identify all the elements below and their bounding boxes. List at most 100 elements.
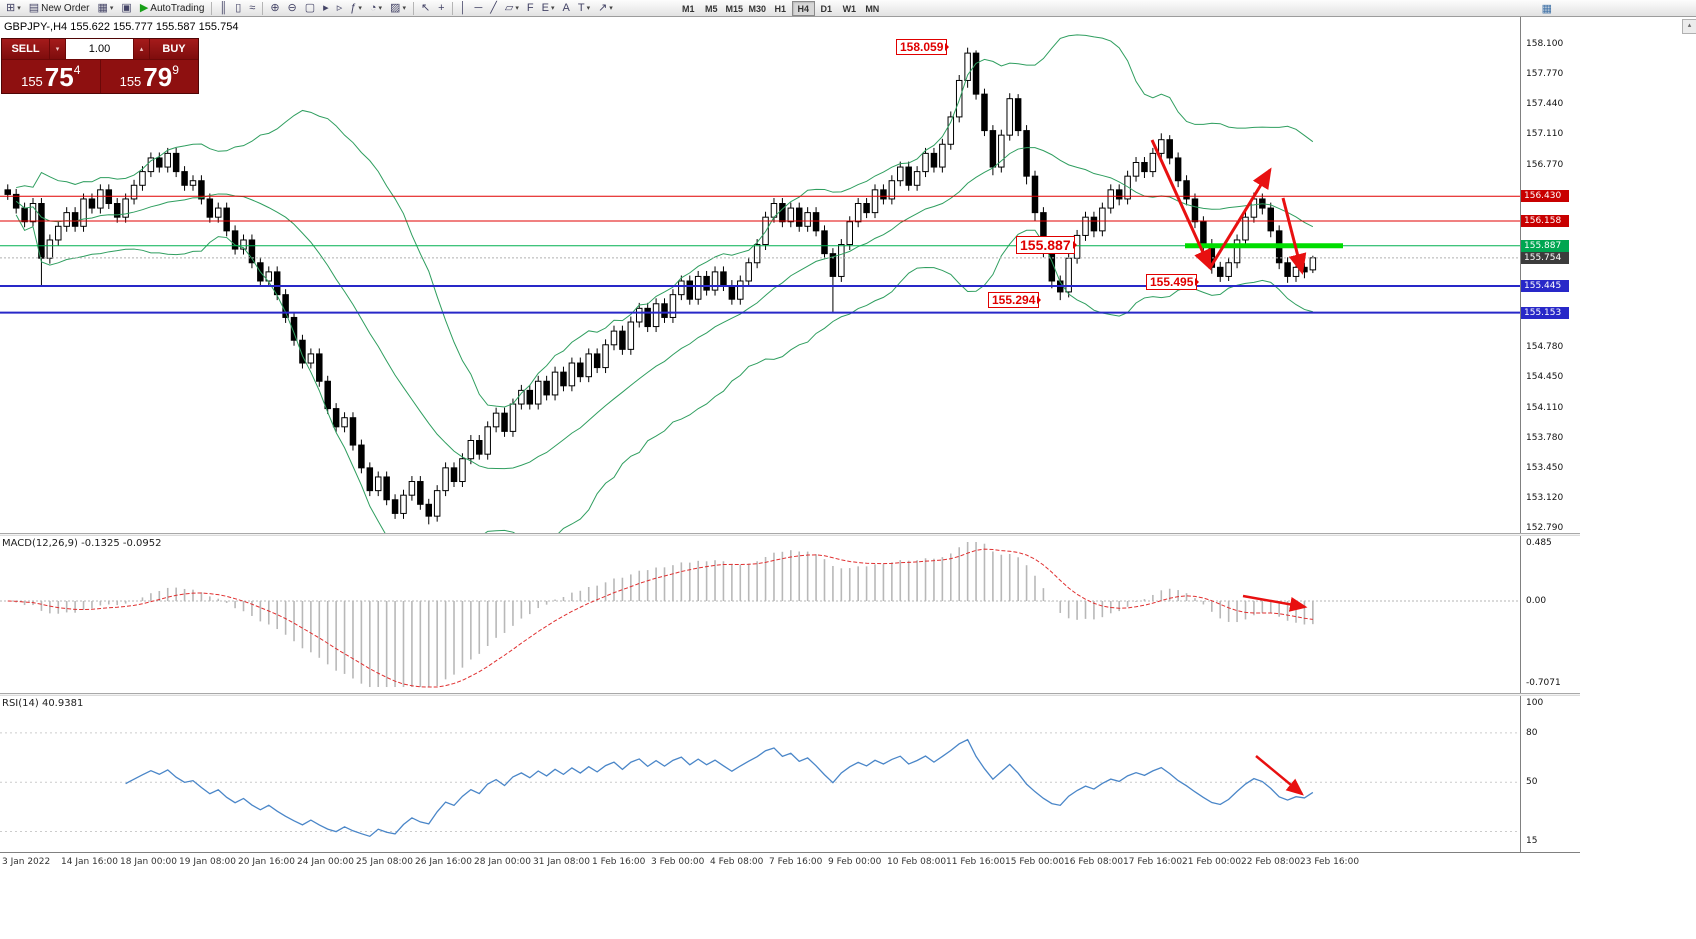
panel-splitter[interactable] xyxy=(0,693,1580,696)
buy-price-button[interactable]: 155 79 9 xyxy=(101,60,199,93)
rsi-panel[interactable] xyxy=(0,696,1520,852)
price-callout[interactable]: 155.887 xyxy=(1016,236,1077,254)
macd-panel[interactable] xyxy=(0,536,1520,693)
ellipse-button[interactable]: E ▾ xyxy=(538,1,559,16)
candle-body xyxy=(139,171,146,186)
volume-increase-button[interactable]: ▴ xyxy=(134,39,150,59)
periods-button[interactable]: ◔ ▾ xyxy=(366,1,386,16)
candle-body xyxy=(728,285,736,300)
bollinger-lower-band xyxy=(15,214,1313,533)
timeframe-mn-button[interactable]: MN xyxy=(861,1,884,16)
timeframe-h1-button[interactable]: H1 xyxy=(769,1,792,16)
candle-body xyxy=(652,303,660,328)
price-tick-label: 153.450 xyxy=(1526,462,1564,473)
bar-chart-button[interactable]: ║ xyxy=(215,1,231,16)
candlestick-chart-button[interactable]: ▯ xyxy=(231,1,245,16)
one-click-trading-panel: SELL ▾ 1.00 ▴ BUY 155 75 4 155 79 9 xyxy=(1,38,199,94)
time-label: 20 Jan 16:00 xyxy=(238,857,295,867)
volume-decrease-button[interactable]: ▾ xyxy=(50,39,66,59)
candle-body xyxy=(720,271,727,287)
new-chart-button[interactable]: ⊞ ▾ xyxy=(2,1,25,16)
candle-body xyxy=(332,408,340,428)
fibonacci-button[interactable]: F xyxy=(523,1,538,16)
ellipse-icon: E xyxy=(541,1,549,14)
candle-body xyxy=(551,371,559,396)
zoom-in-button[interactable]: ⊕ xyxy=(266,1,283,16)
timeframe-m30-button[interactable]: M30 xyxy=(746,1,769,16)
candle-body xyxy=(602,344,609,369)
line-chart-button[interactable]: ≈ xyxy=(245,1,259,16)
timeframe-d1-button[interactable]: D1 xyxy=(815,1,838,16)
sell-button[interactable]: SELL xyxy=(2,39,50,59)
candle-body xyxy=(711,271,719,291)
equidistant-channel-button[interactable]: ▱ ▾ xyxy=(501,1,523,16)
candle-body xyxy=(930,152,938,168)
buy-button[interactable]: BUY xyxy=(150,39,198,59)
cursor-icon: ↖ xyxy=(420,1,431,14)
timeframe-w1-button[interactable]: W1 xyxy=(838,1,861,16)
candle-body xyxy=(1090,216,1098,232)
text-button[interactable]: A xyxy=(558,1,573,16)
candle-body xyxy=(1200,221,1207,246)
auto-scroll-button[interactable]: ▸ xyxy=(319,1,333,16)
caret-down-icon: ▾ xyxy=(358,5,362,12)
zoom-out-button[interactable]: ⊖ xyxy=(284,1,301,16)
price-callout[interactable]: 155.495 xyxy=(1146,274,1200,290)
price-callout[interactable]: 155.294 xyxy=(988,292,1042,308)
label-button[interactable]: T ▾ xyxy=(574,1,594,16)
candle-body xyxy=(1141,161,1148,173)
time-label: 23 Feb 16:00 xyxy=(1300,857,1360,867)
timeframe-m15-button[interactable]: M15 xyxy=(723,1,746,16)
window-grid-icon[interactable]: ▦ xyxy=(1541,2,1552,15)
autotrading-button[interactable]: ▶ AutoTrading xyxy=(136,1,209,16)
timeframe-m5-button[interactable]: M5 xyxy=(700,1,723,16)
main-toolbar: ⊞ ▾ ▤ New Order ▦ ▾ ▣ ▶ AutoTrading ║ ▯ ≈ ⊕ ⊖ ▢ ▸ ▹ ƒ ▾ ◔ ▾ ▨… xyxy=(0,0,1696,17)
candle-body xyxy=(147,157,155,173)
candle-body xyxy=(838,244,845,277)
scroll-up-icon[interactable]: ▴ xyxy=(1682,19,1696,34)
indicators-button[interactable]: ƒ ▾ xyxy=(346,1,366,16)
candle-body xyxy=(501,412,508,432)
horizontal-line-button[interactable]: ─ xyxy=(470,1,486,16)
templates-button[interactable]: ▨ ▾ xyxy=(386,1,410,16)
trade-panel-top-row: SELL ▾ 1.00 ▴ BUY xyxy=(2,39,198,60)
price-tick-label: 153.120 xyxy=(1526,492,1564,503)
volume-field[interactable]: 1.00 xyxy=(66,39,134,59)
terminal-button[interactable]: ▣ xyxy=(117,1,135,16)
candle-body xyxy=(425,503,432,517)
time-label: 7 Feb 16:00 xyxy=(769,857,823,867)
tile-windows-button[interactable]: ▢ xyxy=(301,1,319,16)
candle-body xyxy=(905,166,912,186)
panel-splitter[interactable] xyxy=(0,533,1580,536)
price-callout[interactable]: 158.059 xyxy=(896,39,950,55)
candle-body xyxy=(871,189,879,214)
candle-body xyxy=(122,198,129,218)
new-order-button[interactable]: ▤ New Order xyxy=(25,1,94,16)
price-tick-label: 158.100 xyxy=(1526,39,1564,49)
arrows-button[interactable]: ↗ ▾ xyxy=(594,1,617,16)
sell-price-button[interactable]: 155 75 4 xyxy=(2,60,101,93)
chart-shift-icon: ▹ xyxy=(336,1,343,14)
trade-panel-prices: 155 75 4 155 79 9 xyxy=(2,60,198,93)
price-chart[interactable] xyxy=(0,17,1520,533)
timeframe-h4-button[interactable]: H4 xyxy=(791,0,815,16)
cursor-button[interactable]: ↖ xyxy=(417,1,434,16)
candle-body xyxy=(888,180,896,200)
time-label: 1 Feb 16:00 xyxy=(592,857,646,867)
candle-body xyxy=(880,189,887,200)
candle-body xyxy=(206,198,214,218)
candle-body xyxy=(846,221,853,246)
chart-profiles-button[interactable]: ▦ ▾ xyxy=(94,1,118,16)
chart-shift-button[interactable]: ▹ xyxy=(333,1,347,16)
buy-price-base: 155 xyxy=(119,74,142,89)
candle-body xyxy=(113,203,121,218)
vertical-line-button[interactable]: │ xyxy=(456,1,471,16)
trendline-icon: ╱ xyxy=(490,1,497,14)
candle-body xyxy=(863,203,870,214)
candle-body xyxy=(972,52,980,95)
crosshair-button[interactable]: + xyxy=(434,1,448,16)
timeframe-m1-button[interactable]: M1 xyxy=(677,1,700,16)
time-axis[interactable]: 3 Jan 2022 14 Jan 16:00 18 Jan 00:00 19 Jan… xyxy=(0,852,1580,873)
trendline-button[interactable]: ╱ xyxy=(486,1,501,16)
candle-body xyxy=(46,239,54,259)
